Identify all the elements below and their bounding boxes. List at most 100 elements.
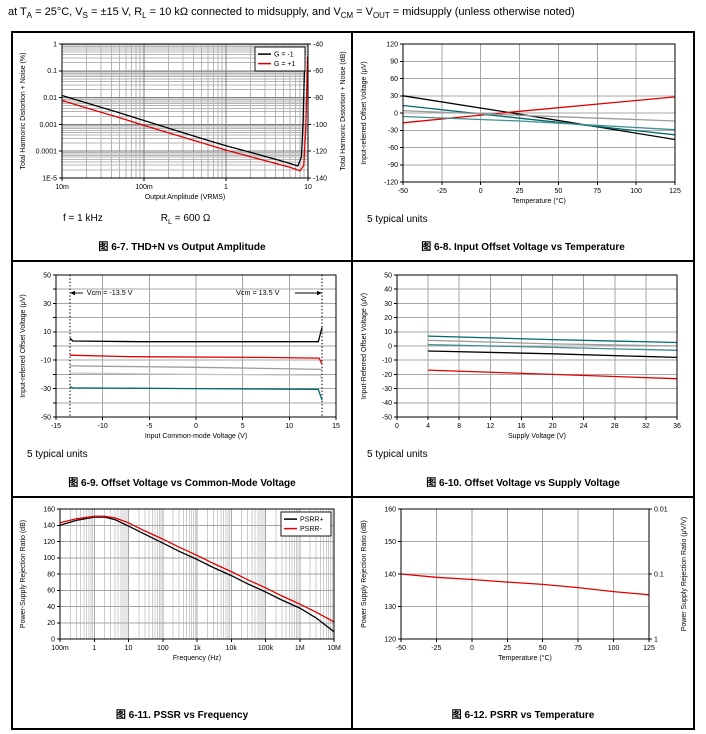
thdn-test-conditions: f = 1 kHz RL = 600 Ω (13, 213, 351, 226)
svg-text:-50: -50 (398, 188, 408, 195)
thdn-vs-output-amplitude-chart: 10m 100m 1 10 1 0.1 0.01 0.001 0.0001 1E-5 -40 -60 -… (20, 41, 347, 201)
svg-text:100k: 100k (258, 645, 274, 652)
svg-text:16: 16 (518, 423, 526, 430)
svg-text:10: 10 (384, 329, 392, 336)
svg-text:30: 30 (390, 93, 398, 100)
svg-text:10: 10 (125, 645, 133, 652)
typical-units-note: 5 typical units (367, 214, 428, 225)
svg-text:Frequency (Hz): Frequency (Hz) (173, 655, 221, 662)
svg-text:50: 50 (555, 188, 563, 195)
svg-text:-100: -100 (313, 122, 327, 129)
svg-text:60: 60 (47, 588, 55, 595)
svg-text:-20: -20 (382, 372, 392, 379)
svg-text:Total Harmonic Distortion + No: Total Harmonic Distortion + Noise (%) (20, 53, 27, 170)
svg-text:G = -1: G = -1 (274, 52, 294, 59)
figure-6-9-cell: -15 -10 -5 0 5 10 15 50 30 10 -10 -30 -50 Input Commo… (13, 262, 353, 498)
svg-text:-10: -10 (41, 358, 51, 365)
svg-text:Input-referred Offset Voltage: Input-referred Offset Voltage (μV) (361, 61, 368, 165)
figure-6-11-cell: 100m 1 10 100 1k 10k 100k 1M 10M 160 140 120 100 80 60… (13, 498, 353, 728)
svg-text:1E-5: 1E-5 (42, 175, 57, 182)
svg-text:0.001: 0.001 (39, 122, 57, 129)
svg-text:150: 150 (384, 539, 396, 546)
figure-6-7-caption: 图 6-7. THD+N vs Output Amplitude (98, 242, 266, 253)
figure-6-11-caption: 图 6-11. PSSR vs Frequency (115, 710, 249, 721)
svg-text:1M: 1M (295, 645, 305, 652)
svg-text:-40: -40 (313, 41, 323, 48)
psrr-vs-temperature-chart: -50 -25 0 25 50 75 100 125 160 150 140 130 120 0.01 0.… (361, 506, 688, 662)
svg-text:-120: -120 (313, 149, 327, 156)
svg-text:1: 1 (224, 184, 228, 191)
svg-text:100: 100 (630, 188, 642, 195)
svg-text:130: 130 (384, 604, 396, 611)
svg-text:0.01: 0.01 (654, 506, 668, 513)
svg-text:60: 60 (390, 76, 398, 83)
svg-text:Output Amplitude (VRMS): Output Amplitude (VRMS) (145, 194, 226, 201)
svg-text:-60: -60 (388, 145, 398, 152)
svg-text:10: 10 (43, 329, 51, 336)
svg-text:-10: -10 (382, 358, 392, 365)
svg-text:-50: -50 (396, 645, 406, 652)
figure-6-7-cell: 10m 100m 1 10 1 0.1 0.01 0.001 0.0001 1E-5 -40 -60 -… (13, 33, 353, 262)
svg-text:15: 15 (332, 423, 340, 430)
svg-text:32: 32 (642, 423, 650, 430)
svg-text:140: 140 (384, 571, 396, 578)
svg-text:-25: -25 (431, 645, 441, 652)
svg-text:Supply Voltage (V): Supply Voltage (V) (508, 433, 566, 440)
svg-text:20: 20 (47, 620, 55, 627)
svg-text:0: 0 (479, 188, 483, 195)
svg-text:75: 75 (574, 645, 582, 652)
svg-text:100m: 100m (135, 184, 153, 191)
svg-text:Vcm = -13.5 V: Vcm = -13.5 V (87, 288, 133, 297)
svg-text:20: 20 (384, 315, 392, 322)
svg-text:30: 30 (43, 301, 51, 308)
svg-text:8: 8 (457, 423, 461, 430)
svg-text:4: 4 (426, 423, 430, 430)
svg-text:50: 50 (43, 272, 51, 279)
svg-text:-60: -60 (313, 68, 323, 75)
svg-text:-15: -15 (51, 423, 61, 430)
svg-text:Input-referred Offset Voltage: Input-referred Offset Voltage (μV) (20, 294, 27, 398)
svg-text:-40: -40 (382, 400, 392, 407)
svg-text:100: 100 (157, 645, 169, 652)
offset-vs-supply-chart: 0 4 8 12 16 20 24 28 32 36 50 40 30 20 10 0 -10 -20 -30 -40… (361, 272, 681, 440)
figure-6-10-cell: 0 4 8 12 16 20 24 28 32 36 50 40 30 20 10 0 -10 -20 -30 -40… (353, 262, 693, 498)
svg-text:120: 120 (384, 636, 396, 643)
typical-units-note: 5 typical units (27, 449, 88, 460)
svg-text:0: 0 (470, 645, 474, 652)
svg-text:75: 75 (593, 188, 601, 195)
svg-text:140: 140 (43, 523, 55, 530)
typical-units-note: 5 typical units (367, 449, 428, 460)
svg-text:0: 0 (395, 423, 399, 430)
svg-text:-120: -120 (384, 179, 398, 186)
svg-text:Temperature (°C): Temperature (°C) (498, 654, 552, 662)
svg-text:10: 10 (285, 423, 293, 430)
svg-text:90: 90 (390, 59, 398, 66)
svg-text:0.0001: 0.0001 (36, 149, 58, 156)
svg-text:1: 1 (92, 645, 96, 652)
svg-text:5: 5 (241, 423, 245, 430)
svg-text:100: 100 (43, 555, 55, 562)
svg-text:-50: -50 (41, 414, 51, 421)
svg-text:Input-Referred Offset Voltage: Input-Referred Offset Voltage (μV) (361, 293, 368, 399)
svg-text:25: 25 (516, 188, 524, 195)
svg-text:12: 12 (486, 423, 494, 430)
svg-text:Total Harmonic Distortion + No: Total Harmonic Distortion + Noise (dB) (340, 51, 347, 170)
svg-text:50: 50 (384, 272, 392, 279)
svg-text:0.1: 0.1 (47, 68, 57, 75)
svg-text:160: 160 (43, 506, 55, 513)
svg-text:40: 40 (384, 287, 392, 294)
figure-6-10-caption: 图 6-10. Offset Voltage vs Supply Voltage (426, 478, 620, 489)
svg-text:160: 160 (384, 506, 396, 513)
figure-grid: 10m 100m 1 10 1 0.1 0.01 0.001 0.0001 1E-5 -40 -60-… (11, 31, 695, 730)
figure-6-12-cell: -50 -25 0 25 50 75 100 125 160 150 140 130 120 0.01 0.… (353, 498, 693, 728)
svg-text:28: 28 (611, 423, 619, 430)
svg-text:1: 1 (53, 41, 57, 48)
figure-6-8-cell: -50 -25 0 25 50 75 100 125 120 90 60 30 0 -30 -60 -90 -1… (353, 33, 693, 262)
svg-text:-50: -50 (382, 414, 392, 421)
figure-6-9-caption: 图 6-9. Offset Voltage vs Common-Mode Vol… (68, 478, 296, 489)
svg-text:24: 24 (580, 423, 588, 430)
svg-text:Power Supply Rejection Ratio (: Power Supply Rejection Ratio (dB) (361, 520, 368, 628)
svg-text:-140: -140 (313, 175, 327, 182)
